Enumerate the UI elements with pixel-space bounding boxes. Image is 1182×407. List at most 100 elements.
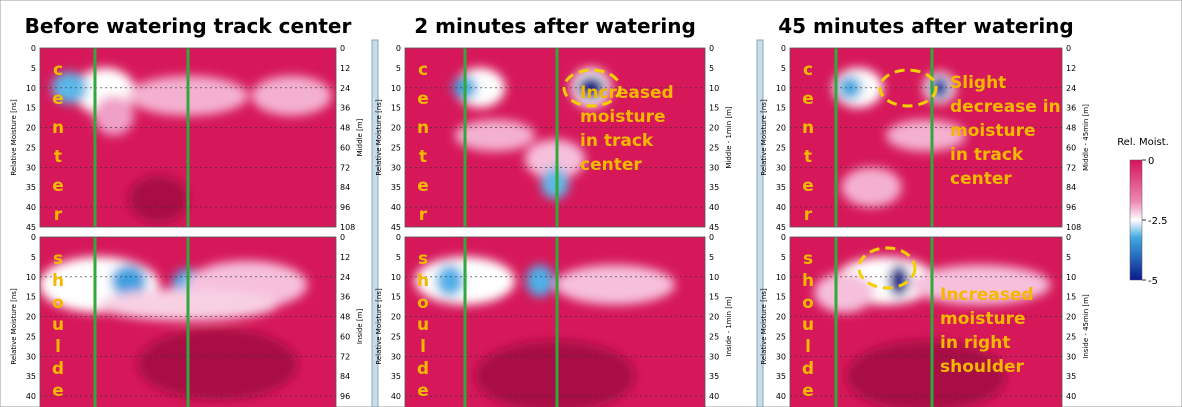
heatmap xyxy=(405,48,705,227)
right-tick: 60 xyxy=(1066,143,1076,152)
right-tick: 48 xyxy=(340,124,350,133)
left-tick: 35 xyxy=(391,183,401,192)
left-tick: 30 xyxy=(391,352,401,361)
right-tick: 96 xyxy=(340,203,350,212)
left-tick: 15 xyxy=(26,104,36,113)
right-tick: 15 xyxy=(1066,293,1076,302)
right-tick: 5 xyxy=(709,253,714,262)
left-tick: 30 xyxy=(26,352,36,361)
colorbar-tick-label: -2.5 xyxy=(1148,216,1168,227)
left-tick: 0 xyxy=(781,233,786,242)
left-tick: 30 xyxy=(776,352,786,361)
left-tick: 5 xyxy=(396,253,401,262)
moisture-blob xyxy=(94,96,134,136)
annotation: Increased xyxy=(940,285,1034,305)
left-tick: 40 xyxy=(391,392,401,401)
left-tick: 10 xyxy=(391,84,401,93)
right-tick: 12 xyxy=(340,64,350,73)
right-tick: 48 xyxy=(1066,124,1076,133)
right-tick: 24 xyxy=(1066,84,1076,93)
left-tick: 45 xyxy=(26,223,36,232)
panel-title: Before watering track center xyxy=(25,14,352,38)
right-tick: 0 xyxy=(1066,44,1071,53)
annotation: moisture xyxy=(580,107,665,127)
panel-title: 45 minutes after watering xyxy=(778,14,1073,38)
left-tick: 5 xyxy=(781,64,786,73)
left-tick: 0 xyxy=(396,233,401,242)
right-tick: 30 xyxy=(709,352,719,361)
moisture-blob xyxy=(541,167,569,199)
right-tick: 20 xyxy=(1066,313,1076,322)
right-tick: 0 xyxy=(340,233,345,242)
left-tick: 40 xyxy=(776,203,786,212)
left-tick: 25 xyxy=(26,143,36,152)
left-tick: 5 xyxy=(31,253,36,262)
right-tick: 5 xyxy=(1066,253,1071,262)
right-tick: 60 xyxy=(340,332,350,341)
right-tick: 30 xyxy=(709,163,719,172)
right-tick: 25 xyxy=(709,143,719,152)
annotation: in right xyxy=(940,333,1010,353)
right-tick: 40 xyxy=(709,203,719,212)
right-axis-label: Middle - 1min [m] xyxy=(725,106,733,169)
annotation: in track xyxy=(950,145,1024,165)
right-tick: 108 xyxy=(340,223,355,232)
right-tick: 48 xyxy=(340,313,350,322)
annotation: moisture xyxy=(940,309,1025,329)
right-tick: 45 xyxy=(709,223,719,232)
left-axis-label: Relative Moisture [ns] xyxy=(10,288,18,365)
left-tick: 20 xyxy=(391,313,401,322)
position-word: shoulder xyxy=(48,249,68,407)
left-tick: 25 xyxy=(26,332,36,341)
left-axis-label: Relative Moisture [ns] xyxy=(760,288,768,365)
left-tick: 10 xyxy=(26,273,36,282)
left-tick: 0 xyxy=(31,44,36,53)
annotation: decrease in xyxy=(950,97,1061,117)
left-tick: 40 xyxy=(26,392,36,401)
moisture-blob xyxy=(889,265,909,297)
right-tick: 72 xyxy=(340,352,350,361)
moisture-blob xyxy=(526,265,554,297)
annotation: center xyxy=(950,169,1012,189)
right-tick: 40 xyxy=(709,392,719,401)
annotation: Slight xyxy=(950,73,1006,93)
right-tick: 84 xyxy=(340,372,350,381)
right-tick: 84 xyxy=(340,183,350,192)
right-tick: 36 xyxy=(1066,104,1076,113)
annotation: shoulder xyxy=(940,357,1025,377)
left-tick: 10 xyxy=(776,273,786,282)
right-tick: 0 xyxy=(709,44,714,53)
right-axis-label: Inside - 1min [m] xyxy=(725,296,733,356)
figure: Before watering track center 0 0 5 12 10 24 15 3… xyxy=(0,0,1182,407)
right-axis-label: Middle - 45min [m] xyxy=(1082,104,1090,171)
moisture-blob xyxy=(128,175,188,223)
moisture-blob xyxy=(436,265,464,297)
right-axis-label: Inside [m] xyxy=(356,309,364,345)
left-tick: 25 xyxy=(776,143,786,152)
moisture-blob xyxy=(252,76,332,116)
right-tick: 12 xyxy=(340,253,350,262)
left-tick: 20 xyxy=(26,313,36,322)
left-tick: 10 xyxy=(391,273,401,282)
position-word: shoulder xyxy=(413,249,433,407)
left-tick: 35 xyxy=(776,372,786,381)
left-axis-label: Relative Moisture [ns] xyxy=(375,99,383,176)
right-tick: 36 xyxy=(340,293,350,302)
left-tick: 5 xyxy=(31,64,36,73)
left-tick: 20 xyxy=(391,124,401,133)
right-tick: 10 xyxy=(1066,273,1076,282)
left-tick: 0 xyxy=(781,44,786,53)
left-tick: 35 xyxy=(391,372,401,381)
right-tick: 0 xyxy=(709,233,714,242)
annotation: moisture xyxy=(950,121,1035,141)
left-tick: 15 xyxy=(26,293,36,302)
moisture-blob xyxy=(455,120,535,152)
left-tick: 15 xyxy=(391,104,401,113)
right-tick: 35 xyxy=(1066,372,1076,381)
right-tick: 20 xyxy=(709,313,719,322)
left-tick: 10 xyxy=(26,84,36,93)
moisture-blob xyxy=(842,167,902,207)
right-tick: 30 xyxy=(1066,352,1076,361)
annotation: center xyxy=(580,155,642,175)
left-tick: 40 xyxy=(26,203,36,212)
